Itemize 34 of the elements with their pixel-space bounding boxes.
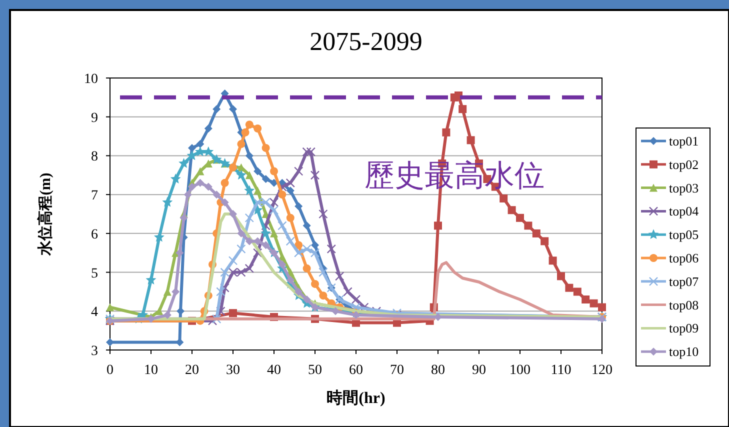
x-tick-label: 90 bbox=[472, 363, 486, 378]
x-tick-label: 60 bbox=[349, 363, 363, 378]
y-tick-label: 7 bbox=[91, 188, 98, 204]
y-tick-label: 6 bbox=[91, 227, 98, 242]
x-tick-label: 40 bbox=[267, 363, 281, 378]
legend-label: top05 bbox=[669, 227, 699, 242]
x-tick-label: 70 bbox=[390, 363, 404, 378]
y-tick-label: 3 bbox=[91, 344, 98, 359]
legend-label: top10 bbox=[669, 344, 699, 360]
x-tick-label: 50 bbox=[308, 363, 322, 378]
x-axis-title: 時間(hr) bbox=[326, 389, 386, 407]
legend-label: top06 bbox=[669, 250, 700, 266]
legend-label: top01 bbox=[669, 134, 699, 148]
y-tick-label: 9 bbox=[91, 110, 98, 126]
y-tick-label: 10 bbox=[84, 72, 98, 87]
x-tick-label: 120 bbox=[592, 363, 612, 378]
x-tick-label: 0 bbox=[106, 363, 114, 378]
x-tick-label: 30 bbox=[226, 363, 240, 378]
y-tick-label: 5 bbox=[91, 266, 98, 282]
chart-title: 2075-2099 bbox=[310, 27, 422, 56]
legend-label: top04 bbox=[669, 204, 700, 219]
legend-label: top02 bbox=[669, 156, 699, 172]
y-tick-label: 4 bbox=[91, 305, 98, 320]
x-tick-label: 110 bbox=[550, 363, 572, 378]
y-tick-label: 8 bbox=[91, 150, 98, 165]
legend-label: top07 bbox=[669, 274, 700, 289]
legend-label: top03 bbox=[669, 180, 699, 196]
legend-label: top08 bbox=[669, 297, 699, 312]
legend-label: top09 bbox=[669, 320, 699, 336]
x-tick-label: 80 bbox=[431, 363, 445, 378]
x-tick-label: 20 bbox=[185, 363, 199, 378]
y-axis-title: 水位高程(m) bbox=[36, 172, 54, 256]
x-tick-label: 100 bbox=[510, 363, 530, 378]
x-tick-label: 10 bbox=[144, 363, 158, 378]
